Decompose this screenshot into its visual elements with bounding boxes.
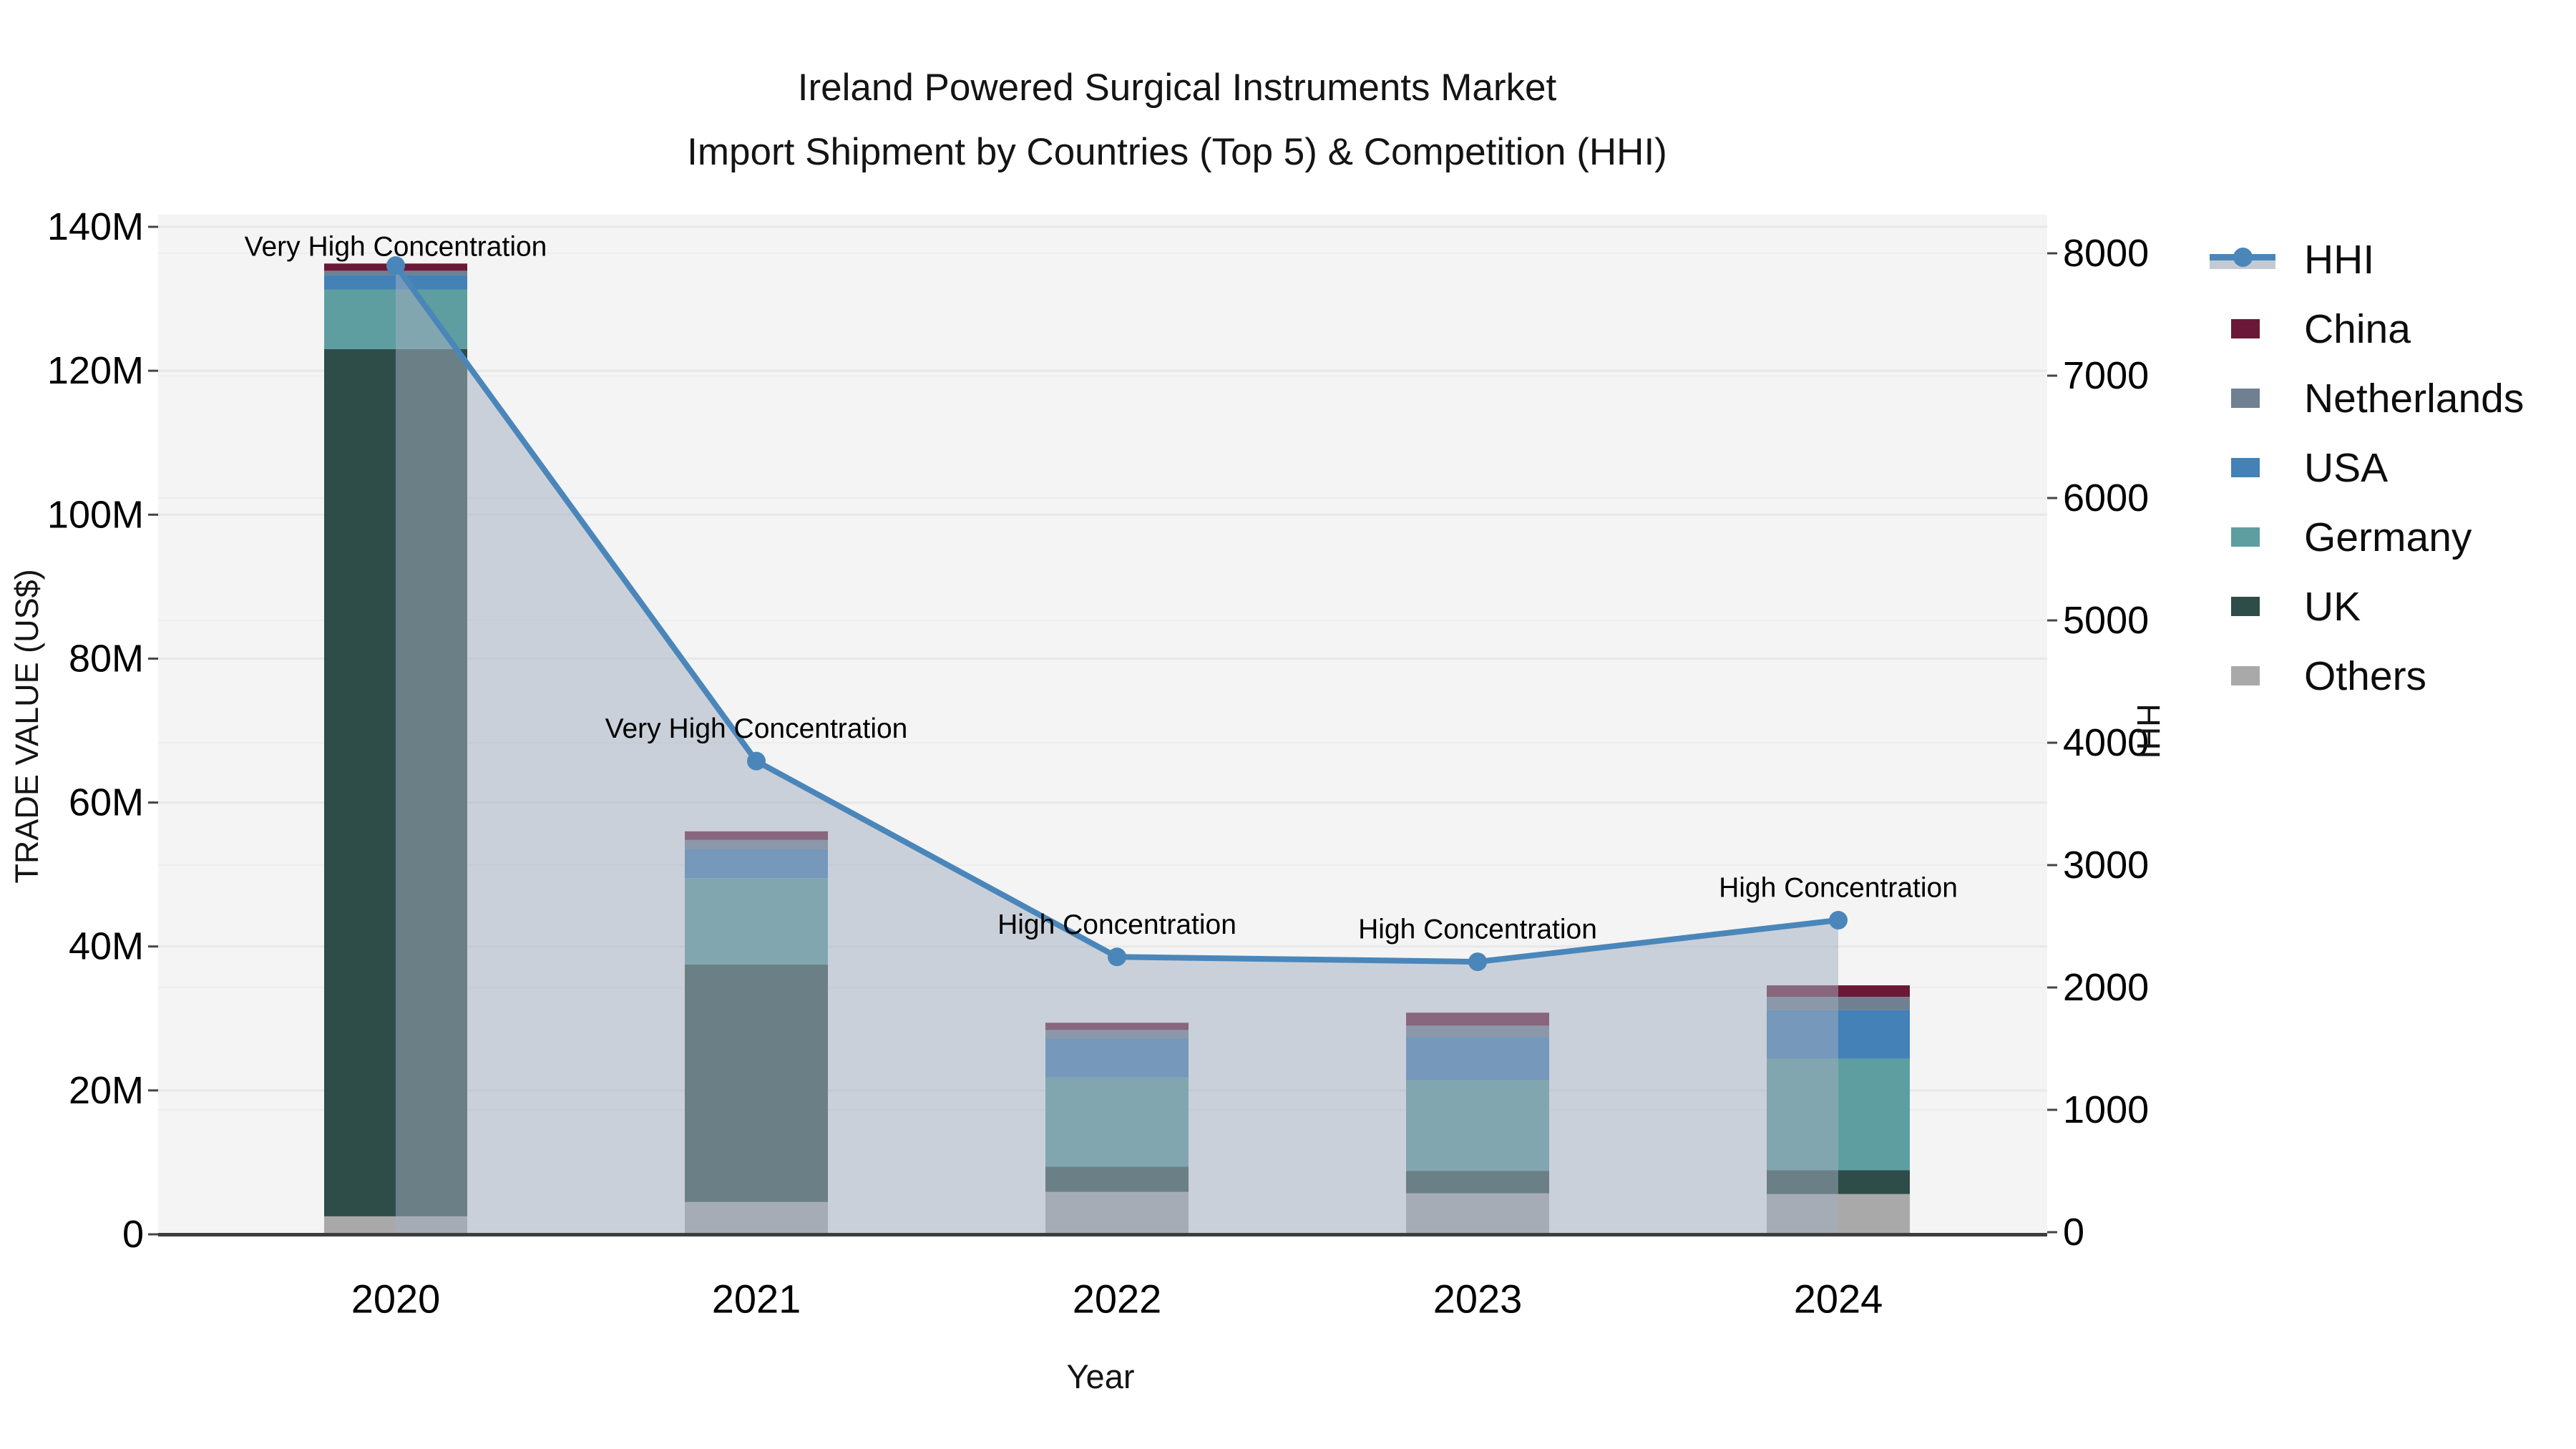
legend-swatch-usa xyxy=(2231,458,2260,477)
legend-icon-area xyxy=(2210,527,2294,547)
legend-item-others: Others xyxy=(2210,641,2524,711)
y-right-tick-label: 5000 xyxy=(2063,599,2149,642)
legend-label-china: China xyxy=(2304,306,2411,352)
x-tick-label-2020: 2020 xyxy=(351,1277,441,1322)
hhi-marker-2021 xyxy=(747,751,766,771)
annotation-2024: High Concentration xyxy=(1719,872,1958,903)
legend-icon-area xyxy=(2210,245,2294,274)
y-left-tick-label: 40M xyxy=(69,925,144,968)
legend-label-netherlands: Netherlands xyxy=(2304,375,2524,421)
y-left-tick-label: 100M xyxy=(47,493,144,536)
hhi-marker-2020 xyxy=(386,256,405,275)
x-tick-label-2022: 2022 xyxy=(1073,1277,1162,1322)
y-left-tick-label: 60M xyxy=(69,781,144,824)
legend-label-hhi: HHI xyxy=(2304,236,2375,283)
legend-swatch-china xyxy=(2231,319,2260,338)
legend-hhi-line-icon xyxy=(2210,245,2275,274)
chart-title-line2: Import Shipment by Countries (Top 5) & C… xyxy=(687,131,1667,173)
hhi-marker-2024 xyxy=(1829,910,1848,930)
y-axis-label-left: TRADE VALUE (US$) xyxy=(9,569,45,884)
legend-swatch-germany xyxy=(2231,527,2260,547)
x-tick-label-2023: 2023 xyxy=(1433,1277,1523,1322)
y-right-tick-label: 2000 xyxy=(2063,966,2149,1009)
x-axis-label: Year xyxy=(1066,1357,1135,1395)
y-left-tick-label: 140M xyxy=(47,205,144,248)
legend-item-china: China xyxy=(2210,294,2524,364)
legend-icon-area xyxy=(2210,666,2294,686)
chart-title: Ireland Powered Surgical Instruments Mar… xyxy=(687,56,1667,185)
y-right-tick-label: 7000 xyxy=(2063,354,2149,397)
legend-label-uk: UK xyxy=(2304,583,2361,630)
x-tick-label-2024: 2024 xyxy=(1794,1277,1883,1322)
legend-item-uk: UK xyxy=(2210,572,2524,641)
legend-swatch-netherlands xyxy=(2231,389,2260,408)
legend: HHI China Netherlands USA Germany UK Others xyxy=(2210,225,2524,711)
y-right-tick-label: 1000 xyxy=(2063,1088,2149,1131)
y-left-tick-label: 0 xyxy=(122,1213,144,1256)
hhi-marker-2023 xyxy=(1468,952,1487,972)
x-axis-spine xyxy=(158,1233,2047,1236)
y-left-tick-label: 80M xyxy=(69,637,144,680)
y-axis-label-right: HHI xyxy=(2130,703,2167,759)
y-right-tick-label: 4000 xyxy=(2063,721,2149,764)
legend-icon-area xyxy=(2210,458,2294,477)
hhi-marker-2022 xyxy=(1108,947,1126,967)
legend-swatch-others xyxy=(2231,666,2260,686)
annotation-2020: Very High Concentration xyxy=(245,232,547,263)
legend-item-usa: USA xyxy=(2210,433,2524,502)
legend-label-germany: Germany xyxy=(2304,514,2472,560)
y-right-tick-label: 3000 xyxy=(2063,844,2149,887)
legend-icon-area xyxy=(2210,389,2294,408)
y-right-tick-label: 6000 xyxy=(2063,477,2149,519)
annotation-2022: High Concentration xyxy=(997,909,1236,940)
y-left-tick-label: 120M xyxy=(47,349,144,392)
annotation-2021: Very High Concentration xyxy=(605,713,908,744)
legend-item-hhi: HHI xyxy=(2210,225,2524,294)
legend-icon-area xyxy=(2210,597,2294,616)
legend-hhi-marker-dot xyxy=(2233,247,2253,267)
annotation-2023: High Concentration xyxy=(1358,914,1597,945)
legend-swatch-uk xyxy=(2231,597,2260,616)
legend-item-netherlands: Netherlands xyxy=(2210,364,2524,433)
legend-label-usa: USA xyxy=(2304,444,2389,491)
y-right-tick-label: 0 xyxy=(2063,1211,2084,1254)
legend-icon-area xyxy=(2210,319,2294,338)
y-left-tick-label: 20M xyxy=(69,1069,144,1112)
legend-item-germany: Germany xyxy=(2210,502,2524,572)
chart-title-line1: Ireland Powered Surgical Instruments Mar… xyxy=(797,67,1557,109)
hhi-area-fill xyxy=(396,265,1838,1235)
x-tick-label-2021: 2021 xyxy=(712,1277,801,1322)
legend-label-others: Others xyxy=(2304,653,2427,699)
y-right-tick-label: 8000 xyxy=(2063,232,2149,275)
